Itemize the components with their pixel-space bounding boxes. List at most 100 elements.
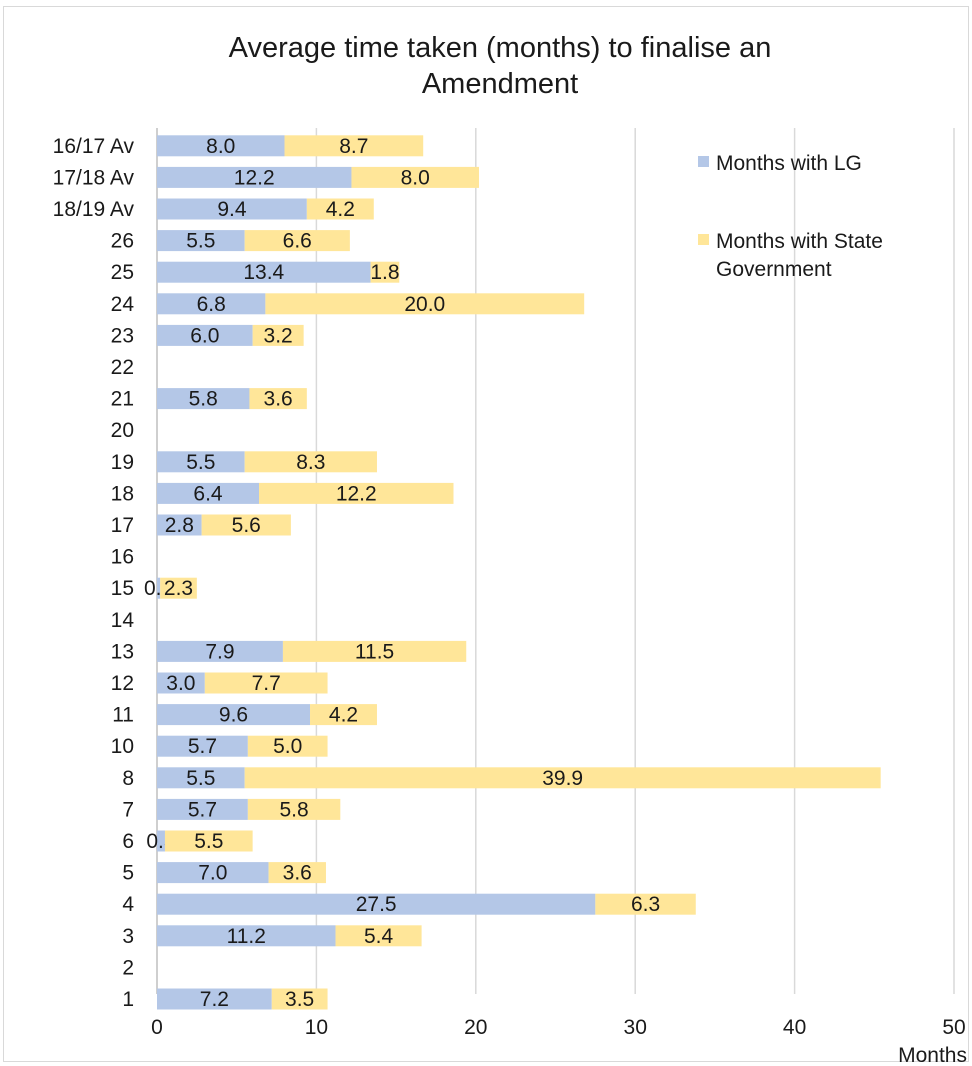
bar-value-label: 7.0 xyxy=(198,862,227,885)
bar-lg xyxy=(157,640,283,662)
bar-lg xyxy=(157,735,248,757)
bar-state xyxy=(595,893,696,915)
bar-value-label: 8.0 xyxy=(206,135,235,158)
category-label: 17 xyxy=(111,514,134,537)
bar-lg xyxy=(157,925,336,947)
bar-value-label: 2.8 xyxy=(165,514,194,537)
bar-state xyxy=(244,767,881,789)
legend-swatch-state xyxy=(698,234,709,245)
category-label: 17/18 Av xyxy=(53,166,135,189)
category-label: 7 xyxy=(122,798,134,821)
category-label: 25 xyxy=(111,261,134,284)
category-label: 13 xyxy=(111,640,134,663)
category-label: 12 xyxy=(111,672,134,695)
bar-value-label: 11.2 xyxy=(227,925,266,948)
category-label: 24 xyxy=(111,293,135,316)
category-label: 16/17 Av xyxy=(53,135,135,158)
chart-title-line-2: Amendment xyxy=(421,68,579,100)
bar-value-label: 5.7 xyxy=(188,798,217,821)
bar-value-label: 3.6 xyxy=(283,862,312,885)
bar-value-label: 5.0 xyxy=(273,735,302,758)
category-label: 11 xyxy=(112,704,134,727)
bar-state xyxy=(259,482,454,504)
bar-state xyxy=(335,925,422,947)
legend-label-lg: Months with LG xyxy=(716,152,862,175)
category-label: 19 xyxy=(111,451,134,474)
bar-value-label: 5.5 xyxy=(186,451,215,474)
bar-state xyxy=(160,577,197,599)
bar-value-label: 5.5 xyxy=(186,230,215,253)
bar-value-label: 5.8 xyxy=(279,798,308,821)
bar-value-label: 13.4 xyxy=(243,261,284,284)
category-label: 8 xyxy=(122,767,134,790)
category-label: 23 xyxy=(111,324,134,347)
bar-lg xyxy=(157,482,260,504)
chart-title: Average time taken (months) to finalise … xyxy=(0,30,972,102)
bar-state xyxy=(247,735,328,757)
bar-value-label: 12.2 xyxy=(234,166,275,189)
category-label: 21 xyxy=(111,388,134,411)
bar-value-label: 1.8 xyxy=(370,261,399,284)
chart-title-line-1: Average time taken (months) to finalise … xyxy=(228,32,772,64)
bar-value-label: 7.9 xyxy=(205,640,234,663)
x-tick-label: 10 xyxy=(305,1016,328,1039)
legend[interactable]: Months with LG Months with State Governm… xyxy=(698,152,883,281)
bar-state xyxy=(244,230,350,252)
x-tick-labels: 0 10 20 30 40 50 xyxy=(151,1016,966,1039)
bar-lg xyxy=(157,230,245,252)
bar-state xyxy=(252,324,304,346)
bar-value-label: 8.3 xyxy=(296,451,325,474)
bar-value-label: 6.4 xyxy=(193,482,223,505)
bar-value-label: 4.2 xyxy=(326,198,355,221)
category-label: 6 xyxy=(122,830,134,853)
bar-value-label: 5.5 xyxy=(186,767,215,790)
bar-value-label: 3.0 xyxy=(166,672,195,695)
legend-label-state-line-1: Months with State xyxy=(716,230,883,253)
category-label: 1 xyxy=(122,988,134,1011)
bar-lg xyxy=(157,798,248,820)
category-label: 18/19 Av xyxy=(53,198,135,221)
bar-value-label: 9.6 xyxy=(219,704,248,727)
category-label: 10 xyxy=(111,735,134,758)
legend-swatch-lg xyxy=(698,156,709,167)
bar-state xyxy=(306,198,374,220)
bar-lg xyxy=(157,293,266,315)
bar-value-label: 5.8 xyxy=(189,388,218,411)
bar-lg xyxy=(157,893,596,915)
bar-value-label: 5.6 xyxy=(232,514,261,537)
bar-lg xyxy=(157,388,250,410)
bar-lg xyxy=(157,577,161,599)
category-label: 16 xyxy=(111,546,134,569)
bar-value-label: 6.3 xyxy=(631,893,660,916)
category-label: 3 xyxy=(122,925,134,948)
category-label: 14 xyxy=(111,609,135,632)
bar-state xyxy=(249,388,307,410)
bar-value-label: 8.0 xyxy=(401,166,430,189)
bar-lg xyxy=(157,135,285,157)
bar-value-label: 3.6 xyxy=(264,388,293,411)
bar-value-label: 27.5 xyxy=(356,893,397,916)
category-label: 5 xyxy=(122,862,134,885)
x-tick-label: 30 xyxy=(624,1016,647,1039)
bar-lg xyxy=(157,704,311,726)
bar-lg xyxy=(157,672,205,694)
bar-value-label: 4.2 xyxy=(329,704,358,727)
category-label: 4 xyxy=(122,893,134,916)
bar-lg xyxy=(157,324,253,346)
bar-state xyxy=(268,862,326,884)
category-label: 20 xyxy=(111,419,134,442)
bar-value-label: 7.7 xyxy=(252,672,281,695)
bar-state xyxy=(282,640,467,662)
bar-value-label: 20.0 xyxy=(404,293,445,316)
bar-value-label: 5.7 xyxy=(188,735,217,758)
category-label: 18 xyxy=(111,482,134,505)
bar-value-label: 12.2 xyxy=(336,482,377,505)
bar-state xyxy=(271,988,328,1010)
bar-value-label: 5.4 xyxy=(364,925,394,948)
x-tick-label: 50 xyxy=(942,1016,965,1039)
bar-lg xyxy=(157,166,352,188)
bar-state xyxy=(310,704,377,726)
bar-lg xyxy=(157,767,245,789)
